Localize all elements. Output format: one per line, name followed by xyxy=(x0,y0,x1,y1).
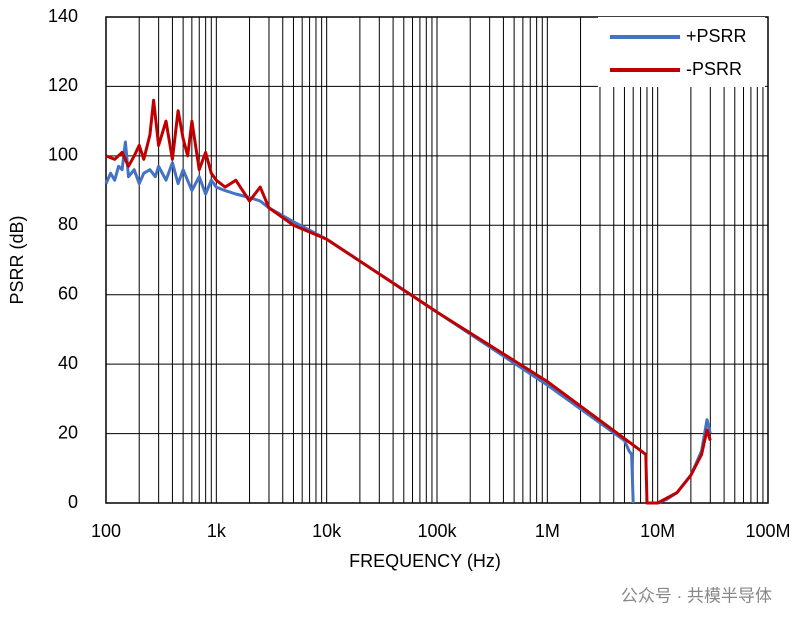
y-tick-label: 80 xyxy=(58,214,78,234)
x-tick-label: 1k xyxy=(207,521,227,541)
legend-label: -PSRR xyxy=(686,59,742,79)
y-tick-label: 60 xyxy=(58,283,78,303)
x-tick-label: 100 xyxy=(91,521,121,541)
y-tick-label: 120 xyxy=(48,75,78,95)
y-axis-label: PSRR (dB) xyxy=(7,215,27,304)
x-axis-label: FREQUENCY (Hz) xyxy=(349,551,501,571)
x-tick-label: 100M xyxy=(745,521,790,541)
x-tick-label: 1M xyxy=(535,521,560,541)
watermark: 公众号 · 共模半导体 xyxy=(621,586,772,605)
y-tick-label: 140 xyxy=(48,6,78,26)
y-tick-label: 0 xyxy=(68,492,78,512)
y-tick-label: 20 xyxy=(58,422,78,442)
y-tick-label: 40 xyxy=(58,353,78,373)
x-tick-label: 10k xyxy=(312,521,342,541)
series-line xyxy=(105,98,712,505)
x-tick-label: 10M xyxy=(640,521,675,541)
plot-border xyxy=(105,16,769,504)
y-tick-label: 100 xyxy=(48,145,78,165)
legend-box xyxy=(598,17,765,87)
series-line xyxy=(104,140,712,505)
x-tick-label: 100k xyxy=(417,521,457,541)
legend-label: +PSRR xyxy=(686,26,747,46)
